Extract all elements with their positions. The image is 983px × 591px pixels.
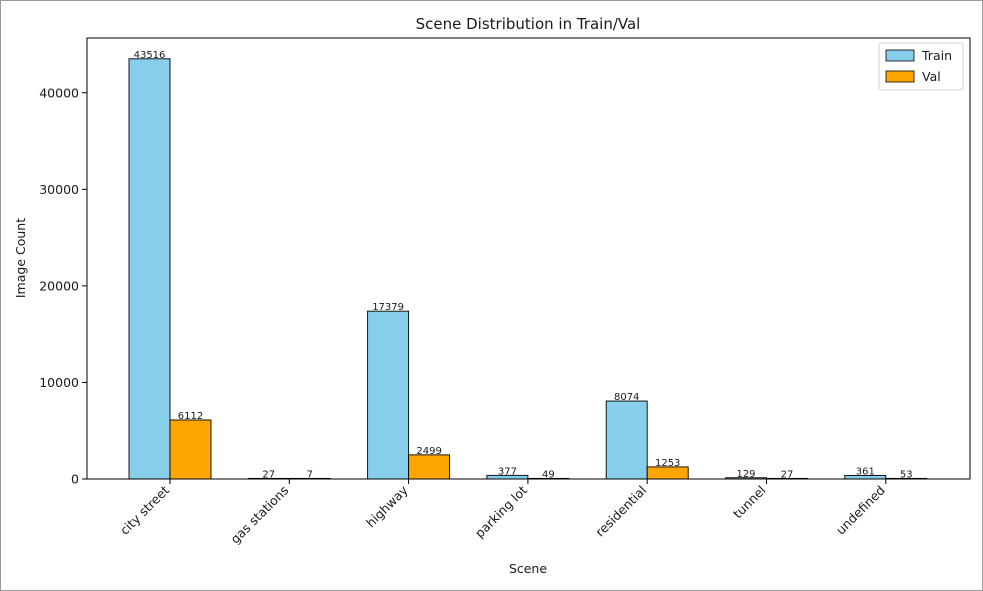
legend[interactable]: Train Val — [878, 42, 964, 91]
x-tick-label-tunnel: tunnel — [730, 483, 769, 522]
x-tick-label-gas-stations: gas stations — [227, 483, 291, 547]
legend-label-train: Train — [921, 48, 952, 63]
legend-label-val: Val — [922, 69, 941, 84]
chart-title: Scene Distribution in Train/Val — [416, 15, 641, 33]
bar-value-label: 2499 — [416, 446, 441, 457]
bar-value-label: 129 — [736, 469, 755, 480]
bar-value-label: 7 — [307, 469, 313, 480]
plot-area — [86, 37, 971, 480]
bar-value-labels: 43516 6112 27 7 17379 2499 377 49 8074 1253 129 27 3… — [134, 50, 913, 481]
y-axis-ticks: 0 10000 20000 30000 40000 — [39, 85, 87, 487]
y-tick-label: 30000 — [39, 182, 79, 197]
bar-value-label: 377 — [498, 466, 517, 477]
bar-val-city-street — [169, 419, 212, 480]
bar-train-city-street — [128, 58, 171, 480]
bar-value-label: 53 — [900, 469, 913, 480]
y-tick-label: 10000 — [39, 375, 79, 390]
bar-value-label: 361 — [856, 467, 875, 478]
bar-value-label: 6112 — [178, 411, 203, 422]
x-tick-label-residential: residential — [592, 483, 649, 540]
bar-value-label: 43516 — [134, 50, 166, 61]
bar-train-residential — [605, 400, 648, 480]
bar-value-label: 27 — [781, 469, 794, 480]
legend-swatch-val — [885, 70, 915, 83]
legend-swatch-train — [885, 49, 915, 62]
x-tick-label-undefined: undefined — [833, 483, 888, 538]
bar-value-label: 27 — [262, 469, 275, 480]
x-tick-label-highway: highway — [363, 482, 411, 530]
bar-value-label: 49 — [542, 469, 555, 480]
bar-train-highway — [367, 310, 410, 480]
y-axis-label: Image Count — [13, 218, 28, 298]
y-tick-label: 0 — [71, 472, 79, 487]
y-tick-label: 40000 — [39, 85, 79, 100]
bar-value-label: 1253 — [655, 458, 680, 469]
x-axis-label: Scene — [509, 561, 547, 576]
x-tick-label-parking-lot: parking lot — [472, 482, 530, 540]
x-tick-label-city-street: city street — [117, 482, 172, 537]
bar-value-label: 8074 — [614, 392, 639, 403]
bar-value-label: 17379 — [372, 302, 404, 313]
bars — [128, 58, 928, 480]
x-axis-ticks: city street gas stations highway parking lo… — [117, 479, 888, 547]
y-tick-label: 20000 — [39, 278, 79, 293]
bar-val-highway — [408, 454, 451, 480]
